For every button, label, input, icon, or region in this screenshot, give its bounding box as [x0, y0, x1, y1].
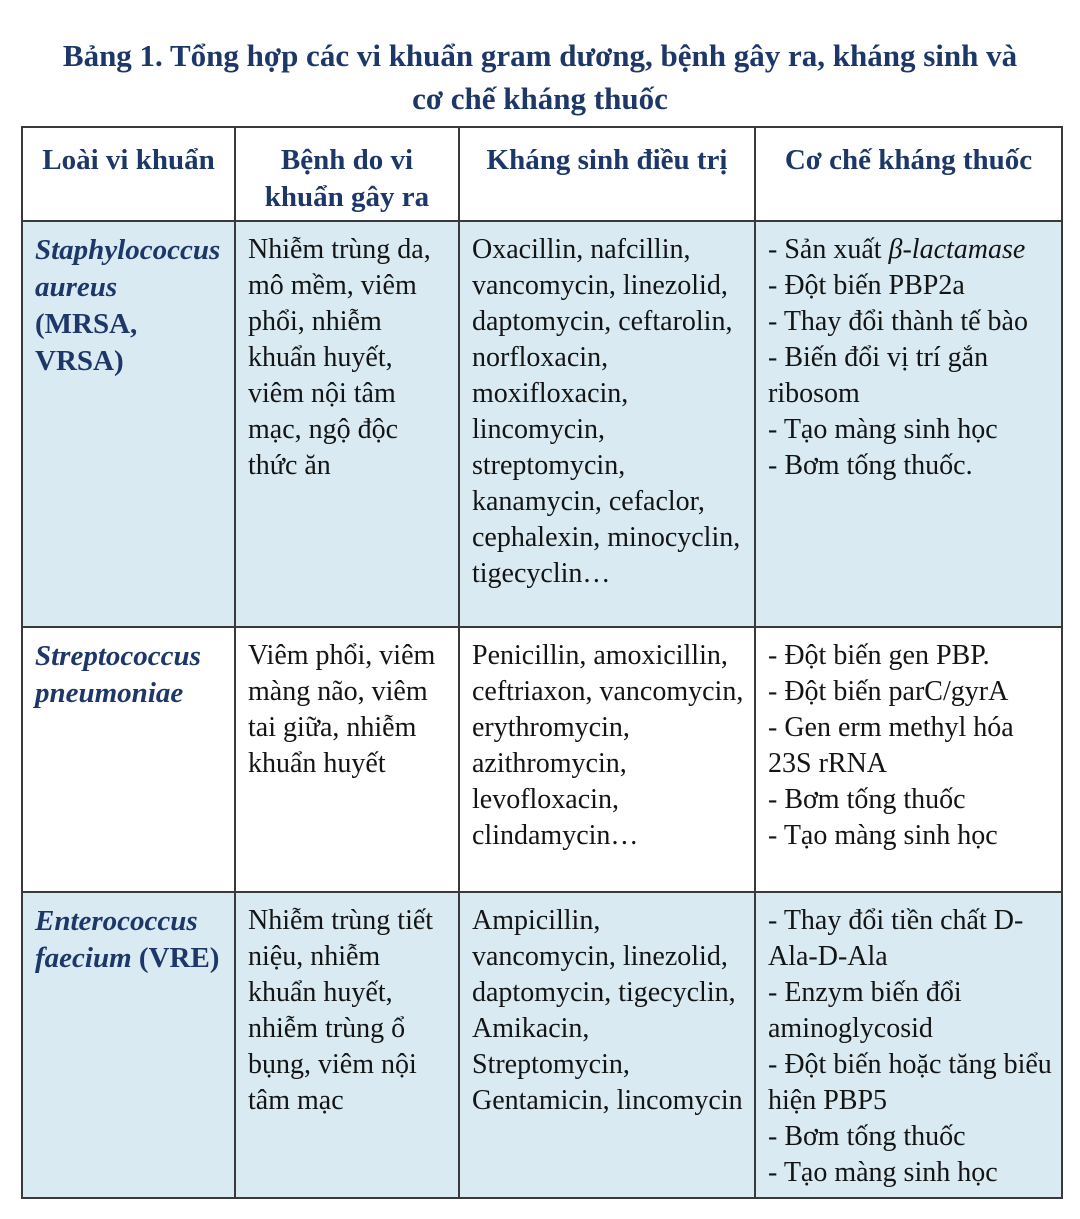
text-run: - Bơm tống thuốc [768, 1121, 966, 1152]
text-run: - Enzym biến đổi aminoglycosid [768, 977, 962, 1044]
mechanism-item: - Đột biến hoặc tăng biểu hiện PBP5 [768, 1047, 1053, 1119]
italic-text-run: β-lactamase [888, 234, 1026, 265]
table-row: Staphylococcus aureus (MRSA, VRSA) Nhiễm … [21, 220, 1063, 628]
text-run: (VRE) [131, 942, 220, 974]
text-run: - Thay đổi thành tế bào [768, 306, 1028, 337]
diseases-cell: Nhiễm trùng tiết niệu, nhiễm khuẩn huyết… [234, 891, 460, 1199]
text-run: - Thay đổi tiền chất D-Ala-D-Ala [768, 905, 1024, 972]
mechanism-item: - Gen erm methyl hóa 23S rRNA [768, 710, 1053, 782]
mechanism-item: - Bơm tống thuốc. [768, 448, 1053, 484]
text-run: - Tạo màng sinh học [768, 1157, 998, 1188]
mechanism-item: - Enzym biến đổi aminoglycosid [768, 975, 1053, 1047]
text-run: - Tạo màng sinh học [768, 414, 998, 445]
text-run: (MRSA, VRSA) [35, 308, 138, 377]
table-caption-line1: Bảng 1. Tổng hợp các vi khuẩn gram dương… [62, 38, 1018, 73]
column-header-diseases: Bệnh do vi khuẩn gây ra [234, 126, 460, 222]
mechanism-item: - Biến đổi vị trí gắn ribosom [768, 340, 1053, 412]
species-cell: Staphylococcus aureus (MRSA, VRSA) [21, 220, 236, 628]
mechanisms-cell: - Thay đổi tiền chất D-Ala-D-Ala - Enzym … [754, 891, 1063, 1199]
text-run: - Biến đổi vị trí gắn ribosom [768, 342, 989, 409]
mechanisms-cell: - Đột biến gen PBP. - Đột biến parC/gyrA -… [754, 626, 1063, 893]
text-run: - Sản xuất [768, 234, 889, 265]
mechanism-item: - Tạo màng sinh học [768, 412, 1053, 448]
table-row: Enterococcus faecium (VRE) Nhiễm trùng ti… [21, 891, 1063, 1199]
column-header-species: Loài vi khuẩn [21, 126, 236, 222]
italic-text-run: Streptococcus pneumoniae [35, 640, 201, 709]
antibiotics-cell: Ampicillin, vancomycin, linezolid, dapto… [458, 891, 756, 1199]
text-run: - Đột biến PBP2a [768, 270, 965, 301]
text-run: - Bơm tống thuốc. [768, 450, 973, 481]
mechanisms-cell: - Sản xuất β-lactamase - Đột biến PBP2a - … [754, 220, 1063, 628]
mechanism-item: - Thay đổi thành tế bào [768, 304, 1053, 340]
italic-text-run: Enterococcus faecium [35, 905, 198, 974]
italic-text-run: Staphylococcus aureus [35, 234, 221, 303]
mechanism-item: - Bơm tống thuốc [768, 782, 1053, 818]
bacteria-resistance-table: Loài vi khuẩn Bệnh do vi khuẩn gây ra Khán… [21, 126, 1063, 1199]
antibiotics-cell: Oxacillin, nafcillin, vancomycin, linezo… [458, 220, 756, 628]
header-row: Loài vi khuẩn Bệnh do vi khuẩn gây ra Khán… [21, 126, 1063, 222]
mechanism-item: - Thay đổi tiền chất D-Ala-D-Ala [768, 903, 1053, 975]
text-run: - Đột biến gen PBP. [768, 640, 990, 671]
text-run: - Gen erm methyl hóa 23S rRNA [768, 712, 1014, 779]
table-body: Staphylococcus aureus (MRSA, VRSA) Nhiễm … [21, 220, 1063, 1199]
text-run: - Đột biến hoặc tăng biểu hiện PBP5 [768, 1049, 1052, 1116]
text-run: - Đột biến parC/gyrA [768, 676, 1009, 707]
diseases-cell: Nhiễm trùng da, mô mềm, viêm phổi, nhiễm… [234, 220, 460, 628]
species-cell: Streptococcus pneumoniae [21, 626, 236, 893]
mechanism-item: - Đột biến gen PBP. [768, 638, 1053, 674]
table-caption-line2: cơ chế kháng thuốc [412, 81, 668, 116]
column-header-mechanisms: Cơ chế kháng thuốc [754, 126, 1063, 222]
mechanism-item: - Đột biến PBP2a [768, 268, 1053, 304]
antibiotics-cell: Penicillin, amoxicillin, ceftriaxon, van… [458, 626, 756, 893]
mechanism-item: - Tạo màng sinh học [768, 1155, 1053, 1191]
table-row: Streptococcus pneumoniae Viêm phổi, viêm … [21, 626, 1063, 893]
species-cell: Enterococcus faecium (VRE) [21, 891, 236, 1199]
mechanism-item: - Sản xuất β-lactamase [768, 232, 1053, 268]
mechanism-item: - Tạo màng sinh học [768, 818, 1053, 854]
mechanism-item: - Bơm tống thuốc [768, 1119, 1053, 1155]
text-run: - Tạo màng sinh học [768, 820, 998, 851]
column-header-antibiotics: Kháng sinh điều trị [458, 126, 756, 222]
text-run: - Bơm tống thuốc [768, 784, 966, 815]
mechanism-item: - Đột biến parC/gyrA [768, 674, 1053, 710]
table-caption: Bảng 1. Tổng hợp các vi khuẩn gram dương… [0, 0, 1080, 120]
diseases-cell: Viêm phổi, viêm màng não, viêm tai giữa,… [234, 626, 460, 893]
